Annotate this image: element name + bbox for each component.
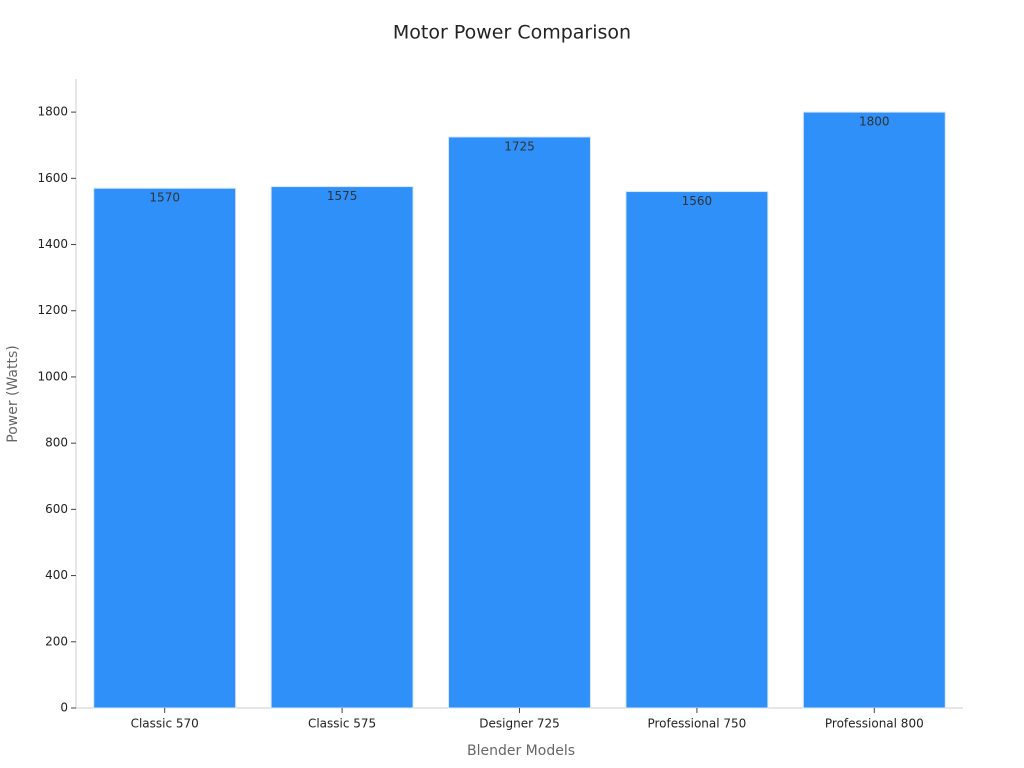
x-tick-label: Professional 800 bbox=[825, 717, 924, 731]
bar bbox=[448, 136, 591, 709]
bar bbox=[270, 186, 414, 709]
value-label: 1725 bbox=[504, 139, 535, 153]
y-tick-label: 1400 bbox=[37, 237, 68, 251]
x-tick-label: Classic 570 bbox=[131, 717, 199, 731]
value-label: 1800 bbox=[859, 115, 890, 129]
bar bbox=[625, 191, 769, 709]
x-tick-label: Professional 750 bbox=[647, 717, 746, 731]
value-label: 1570 bbox=[149, 191, 180, 205]
y-tick-label: 1600 bbox=[37, 171, 68, 185]
chart-title: Motor Power Comparison bbox=[393, 22, 631, 44]
x-tick-label: Classic 575 bbox=[308, 717, 376, 731]
y-tick-label: 200 bbox=[45, 634, 68, 648]
bar bbox=[802, 111, 946, 709]
bar bbox=[93, 187, 237, 709]
y-tick-label: 600 bbox=[45, 502, 68, 516]
value-label: 1575 bbox=[327, 189, 358, 203]
y-axis-label: Power (Watts) bbox=[5, 345, 21, 443]
y-tick-label: 1000 bbox=[37, 369, 68, 383]
x-tick-label: Designer 725 bbox=[479, 717, 559, 731]
y-tick-label: 0 bbox=[60, 701, 68, 715]
value-label: 1560 bbox=[682, 194, 713, 208]
y-tick-label: 1800 bbox=[37, 105, 68, 119]
y-tick-label: 400 bbox=[45, 568, 68, 582]
x-axis-label: Blender Models bbox=[467, 743, 575, 759]
y-tick-label: 1200 bbox=[37, 303, 68, 317]
y-tick-label: 800 bbox=[45, 436, 68, 450]
